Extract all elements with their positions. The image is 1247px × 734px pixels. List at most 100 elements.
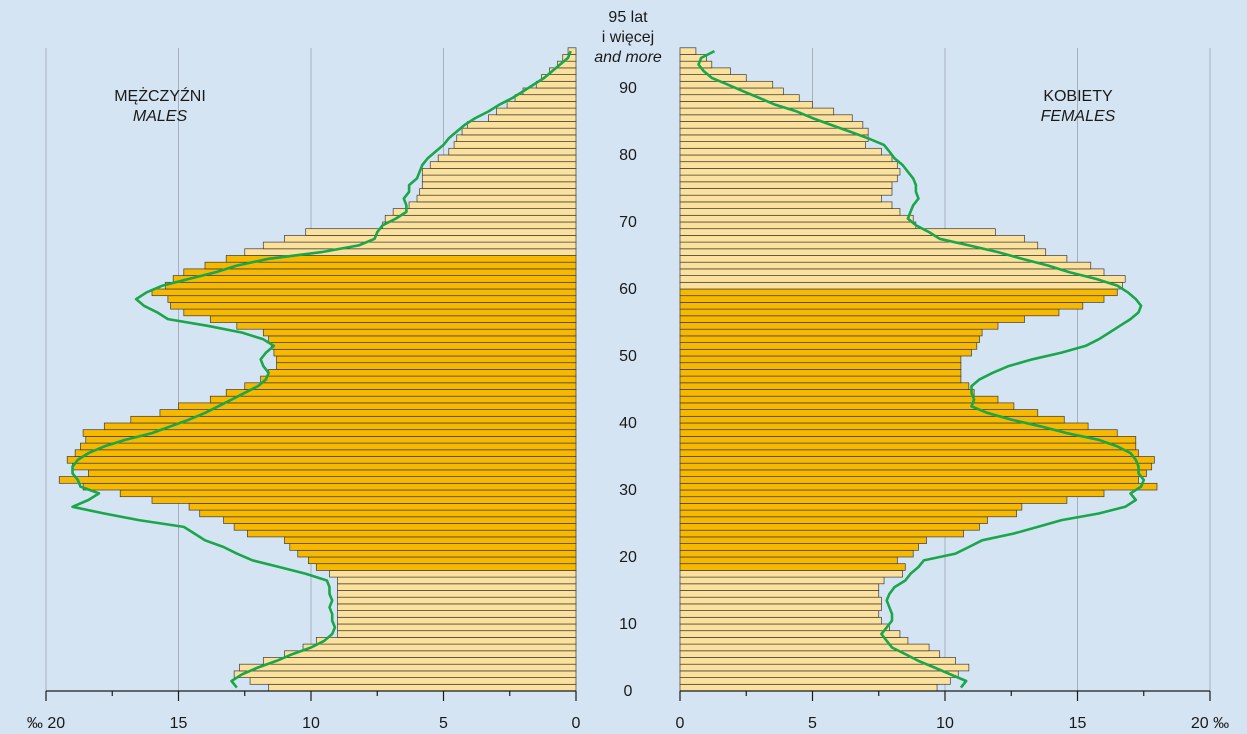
female-bar-age-30 [679,482,1158,491]
female-bar-age-89 [679,87,784,96]
male-bar-age-6 [302,643,577,652]
female-bar-age-55 [679,315,1025,323]
male-bar-age-90 [535,80,577,89]
male-bar-age-15 [337,583,577,591]
female-bar-age-11 [679,610,880,618]
male-bar-age-72 [408,201,577,209]
male-bar-age-69 [382,221,577,230]
female-bar-age-54 [679,322,999,330]
female-bar-age-80 [679,147,882,156]
male-bar-age-31 [58,476,577,484]
male-bar-age-67 [284,235,577,243]
male-bar-age-79 [437,154,577,163]
female-bar-age-88 [679,94,800,102]
male-bar-age-7 [315,637,577,645]
male-bar-age-54 [236,322,577,330]
female-bar-age-28 [679,496,1068,504]
male-bar-age-59 [151,288,577,297]
female-bar-age-33 [679,462,1153,471]
male-bar-age-29 [119,489,577,498]
female-bar-age-73 [679,194,882,203]
female-bar-age-51 [679,342,978,350]
male-bar-age-5 [284,650,577,658]
male-bar-age-9 [337,623,577,632]
male-bar-age-28 [151,496,577,504]
male-bar-age-44 [225,389,577,397]
age-tick-label: 40 [619,415,637,432]
female-bar-age-14 [679,590,880,598]
male-bar-age-66 [262,241,577,250]
female-bar-age-12 [679,603,882,611]
age-tick-label: 90 [619,80,637,97]
male-bar-age-4 [262,657,577,665]
female-bar-age-63 [679,261,1092,270]
male-bar-age-49 [276,355,577,364]
male-bar-age-17 [329,570,577,578]
overlay-lines [71,49,1146,689]
male-bar-age-41 [159,409,577,417]
male-bar-age-32 [88,469,577,477]
female-bar-age-34 [679,456,1155,464]
male-bar-age-36 [80,442,577,451]
age-top-label-line1: 95 lat [608,9,648,26]
left-title: MĘŻCZYŹNI [114,86,206,105]
male-bar-age-1 [249,677,577,685]
female-bar-age-37 [679,436,1137,444]
female-bar-age-60 [679,281,1123,290]
male-bar-age-53 [262,328,577,337]
female-bar-age-17 [679,570,903,578]
female-bar-age-10 [679,616,882,625]
female-comparison-line [697,49,1146,689]
female-bar-age-49 [679,355,962,364]
grid-lines [45,48,1211,691]
male-bar-age-24 [233,523,577,531]
female-bar-age-57 [679,302,1084,310]
female-bar-age-75 [679,181,893,189]
male-bar-age-33 [72,462,577,471]
male-bar-age-3 [239,663,577,672]
female-bar-age-35 [679,449,1139,457]
male-bar-age-30 [82,482,577,491]
female-bar-age-44 [679,389,975,397]
female-tick-label: 10 [936,715,954,732]
female-bar-age-22 [679,536,927,544]
female-tick-label: 20 ‰ [1191,715,1229,732]
age-tick-label: 10 [619,616,637,633]
female-bar-age-38 [679,429,1118,437]
age-tick-label: 70 [619,214,637,231]
female-bar-age-61 [679,275,1126,283]
male-bar-age-84 [467,121,577,129]
male-bar-age-78 [429,161,577,169]
male-bar-age-80 [448,147,577,156]
female-bar-age-7 [679,637,909,645]
female-bar-age-23 [679,529,964,538]
female-bar-age-69 [679,221,917,230]
female-bar-age-2 [679,670,959,678]
male-bar-age-27 [188,503,577,511]
male-bar-age-83 [461,127,577,136]
male-bar-age-63 [204,261,577,270]
male-comparison-line [71,50,572,689]
male-bar-age-35 [74,449,577,457]
female-bar-age-32 [679,469,1147,477]
male-bar-age-76 [421,174,577,183]
female-bar-age-86 [679,107,835,116]
male-bar-age-58 [167,295,577,303]
male-bar-age-10 [337,616,577,625]
age-tick-label: 0 [624,683,633,700]
male-bar-age-89 [522,87,577,96]
age-tick-label: 20 [619,549,637,566]
female-bar-age-9 [679,623,890,632]
female-bar-age-62 [679,268,1105,276]
age-top-label-line2: i więcej [602,29,654,46]
male-bar-age-11 [337,610,577,618]
male-bar-age-56 [183,308,577,317]
female-bar-age-59 [679,288,1118,297]
female-bar-age-58 [679,295,1105,303]
male-tick-label: 10 [302,715,320,732]
female-bar-age-20 [679,549,914,558]
female-bar-age-47 [679,369,962,377]
male-bar-age-25 [223,516,577,524]
